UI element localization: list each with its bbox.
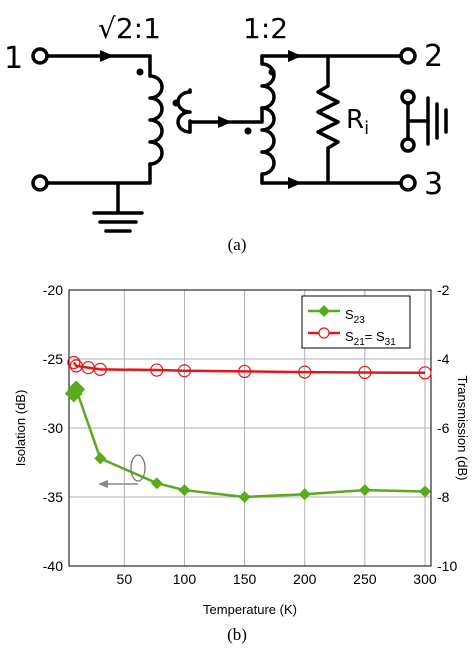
coil-right-secondary bbox=[260, 54, 276, 110]
ratio-left-label: √2:1 bbox=[98, 12, 161, 45]
indicator-ellipse bbox=[130, 454, 146, 482]
port-1-terminal bbox=[31, 47, 49, 65]
point-s23 bbox=[67, 380, 86, 399]
series-line-0 bbox=[72, 386, 426, 499]
polarity-dot-3 bbox=[244, 127, 252, 135]
y-right-ticks: -2 -4 -6 -8 -10 bbox=[437, 282, 457, 574]
y-right-tick-label: -6 bbox=[437, 420, 450, 436]
point-s21-s31 bbox=[298, 365, 312, 379]
point-s23 bbox=[358, 484, 371, 497]
polarity-dot-2 bbox=[172, 99, 180, 107]
x-ticks: 50 100 150 200 250 300 bbox=[117, 571, 437, 587]
point-s21-s31 bbox=[67, 355, 81, 370]
y-right-tick-label: -10 bbox=[437, 558, 457, 574]
point-s23 bbox=[238, 491, 251, 503]
x-tick-label: 150 bbox=[233, 571, 257, 587]
plot-frame bbox=[68, 289, 432, 567]
polarity-dot-1 bbox=[136, 68, 144, 76]
ground-port-top bbox=[400, 89, 416, 105]
y-right-tick-label: -4 bbox=[437, 351, 450, 367]
y-left-tick-label: -40 bbox=[43, 558, 63, 574]
resistor-subscript: i bbox=[364, 118, 369, 139]
legend-marker-s23 bbox=[318, 305, 330, 317]
y-left-tick-label: -30 bbox=[43, 420, 63, 436]
x-tick-label: 100 bbox=[173, 571, 197, 587]
port-1-label: 1 bbox=[4, 41, 23, 76]
port-ground-terminal-left bbox=[31, 174, 49, 192]
ratio-right-label: 1:2 bbox=[243, 12, 288, 45]
legend-label-s21-s31: S21= S31 bbox=[345, 329, 396, 348]
resistor bbox=[316, 54, 340, 185]
y-left-axis-label: Isolation (dB) bbox=[13, 390, 28, 467]
caption-a: (a) bbox=[228, 235, 247, 254]
port-3-label: 3 bbox=[424, 167, 443, 202]
x-tick-label: 250 bbox=[353, 571, 377, 587]
coil-left-secondary bbox=[176, 90, 192, 134]
series-axis-indicator bbox=[98, 454, 146, 488]
legend-box bbox=[301, 295, 411, 349]
schematic-labels: 1 √2:1 1:2 2 3 Ri (a) bbox=[4, 12, 443, 254]
y-left-tick-label: -20 bbox=[43, 282, 63, 298]
y-left-tick-label: -35 bbox=[43, 489, 63, 505]
y-right-axis-label: Transmission (dB) bbox=[455, 376, 470, 481]
caption-b: (b) bbox=[227, 625, 247, 644]
legend-label-s23: S23 bbox=[345, 307, 365, 326]
coil-right-primary bbox=[260, 106, 276, 154]
point-s21-s31 bbox=[237, 364, 252, 379]
point-s23 bbox=[150, 477, 163, 490]
legend-marker-s21-s31 bbox=[318, 327, 330, 339]
y-left-tick-label: -25 bbox=[43, 351, 63, 367]
coil-left-primary bbox=[148, 74, 164, 166]
point-s23 bbox=[418, 485, 431, 498]
y-right-tick-label: -2 bbox=[437, 282, 450, 298]
arrow-port3-icon bbox=[288, 177, 302, 189]
indicator-arrow-icon bbox=[98, 480, 108, 488]
port-2-terminal bbox=[399, 47, 417, 65]
x-tick-label: 300 bbox=[413, 571, 437, 587]
arrow-port1-icon bbox=[100, 50, 114, 62]
schematic bbox=[31, 47, 448, 233]
y-left-ticks: -20 -25 -30 -35 -40 bbox=[43, 282, 63, 574]
resistor-label: Ri bbox=[346, 105, 369, 139]
schematic-markers bbox=[100, 50, 302, 189]
x-tick-label: 50 bbox=[117, 571, 133, 587]
x-axis-label: Temperature (K) bbox=[203, 602, 297, 617]
point-s23 bbox=[298, 488, 311, 501]
chart-series bbox=[64, 355, 432, 503]
point-s21-s31 bbox=[418, 366, 432, 380]
chart: 50 100 150 200 250 300 -20 -25 -30 -35 -40 -2 -4 -6… bbox=[13, 282, 470, 644]
y-right-tick-label: -8 bbox=[437, 489, 450, 505]
point-s21-s31 bbox=[150, 363, 164, 377]
point-s23 bbox=[94, 452, 107, 465]
point-s21-s31 bbox=[358, 365, 372, 380]
port-3-terminal bbox=[399, 174, 417, 192]
arrow-middle-icon bbox=[218, 116, 232, 128]
legend: S23 S21= S31 bbox=[301, 295, 411, 349]
point-s21-s31 bbox=[177, 364, 192, 378]
point-s21-s31 bbox=[93, 362, 107, 376]
x-tick-label: 200 bbox=[293, 571, 317, 587]
polarity-dot-4 bbox=[268, 68, 276, 76]
arrow-port2-icon bbox=[288, 50, 302, 62]
point-s23 bbox=[178, 484, 191, 497]
ground-port-bottom bbox=[400, 137, 416, 153]
port-2-label: 2 bbox=[424, 39, 443, 74]
